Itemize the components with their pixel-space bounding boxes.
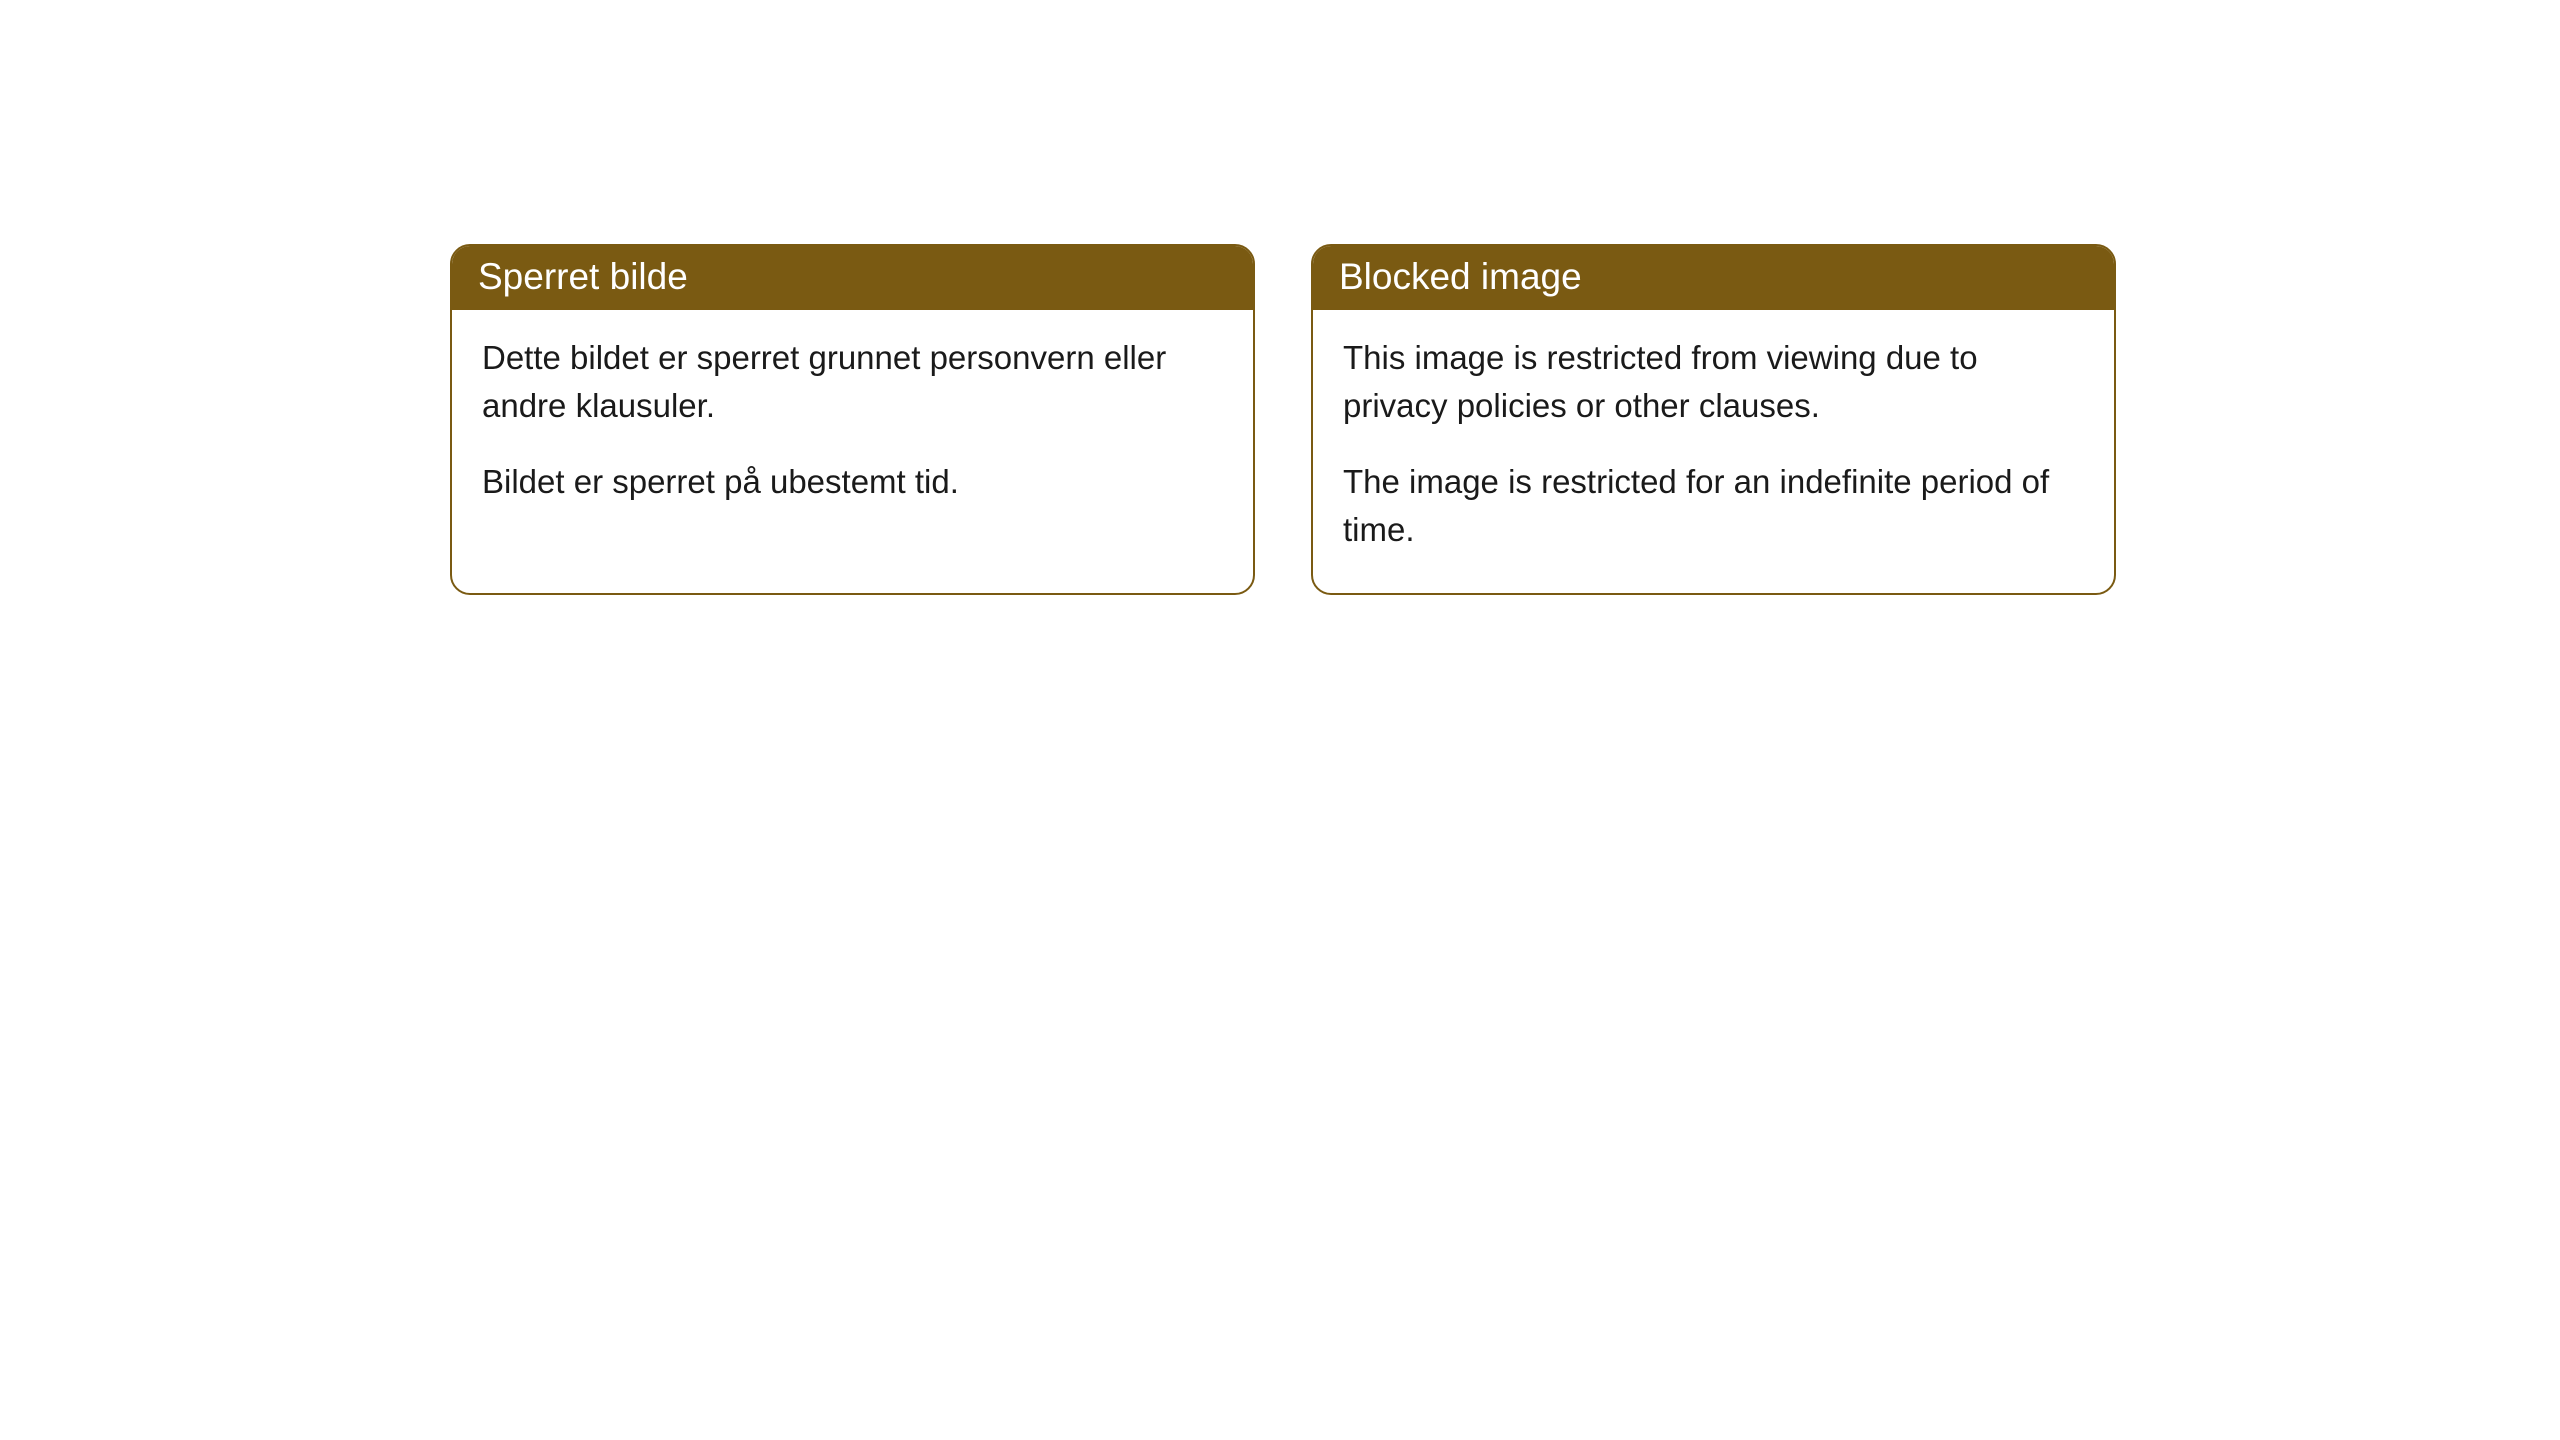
card-header: Blocked image (1313, 246, 2114, 310)
card-body: This image is restricted from viewing du… (1313, 310, 2114, 593)
card-title: Sperret bilde (478, 256, 688, 297)
card-paragraph: Dette bildet er sperret grunnet personve… (482, 334, 1223, 430)
card-body: Dette bildet er sperret grunnet personve… (452, 310, 1253, 546)
card-title: Blocked image (1339, 256, 1582, 297)
card-header: Sperret bilde (452, 246, 1253, 310)
notice-cards-container: Sperret bilde Dette bildet er sperret gr… (450, 244, 2116, 595)
card-paragraph: This image is restricted from viewing du… (1343, 334, 2084, 430)
notice-card-norwegian: Sperret bilde Dette bildet er sperret gr… (450, 244, 1255, 595)
notice-card-english: Blocked image This image is restricted f… (1311, 244, 2116, 595)
card-paragraph: Bildet er sperret på ubestemt tid. (482, 458, 1223, 506)
card-paragraph: The image is restricted for an indefinit… (1343, 458, 2084, 554)
